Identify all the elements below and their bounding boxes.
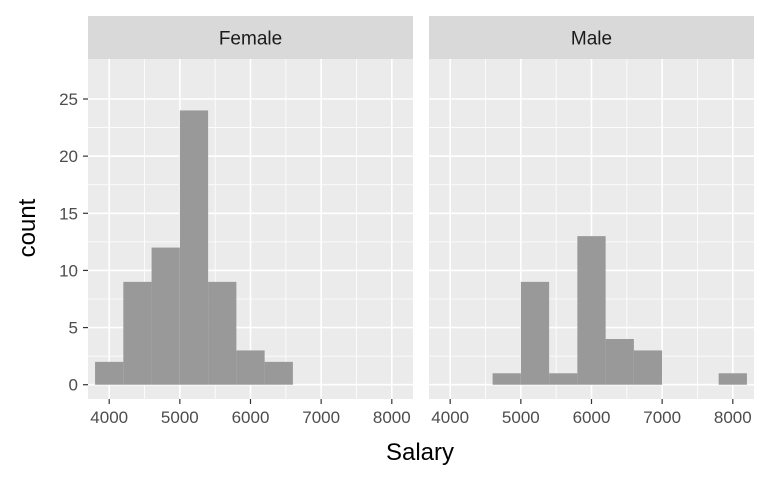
histogram-bar — [264, 361, 293, 385]
histogram-bar — [179, 110, 209, 385]
y-axis: 0 5 10 15 20 25 — [59, 90, 88, 395]
facet-strip — [88, 16, 413, 59]
y-tick-label: 20 — [59, 147, 78, 166]
x-tick-label: 6000 — [573, 408, 611, 427]
histogram-bar — [718, 373, 747, 385]
y-tick-label: 0 — [69, 376, 78, 395]
histogram-bar — [95, 361, 124, 385]
y-tick-label: 15 — [59, 204, 78, 223]
panels-layer: Female 4000 5000 6000 7000 8000 Male 4000 5000 60… — [88, 16, 754, 427]
facet-strip-label: Male — [571, 29, 612, 50]
y-tick-label: 10 — [59, 261, 78, 280]
facet-panel-female: Female 4000 5000 6000 7000 8000 — [88, 16, 413, 427]
y-tick-label: 5 — [69, 319, 78, 338]
y-tick-label: 25 — [59, 90, 78, 109]
facet-panel-male: Male 4000 5000 6000 7000 8000 — [429, 16, 754, 427]
facet-strip — [429, 16, 754, 59]
x-tick-label: 4000 — [431, 408, 469, 427]
histogram-bar — [577, 236, 606, 385]
y-axis-title: count — [14, 198, 41, 257]
histogram-bar — [123, 281, 152, 385]
x-tick-label: 5000 — [161, 408, 199, 427]
histogram-bar — [208, 281, 237, 385]
x-tick-label: 7000 — [302, 408, 340, 427]
histogram-bar — [236, 350, 265, 385]
histogram-bar — [605, 339, 634, 385]
histogram-bar — [633, 350, 663, 385]
x-tick-label: 7000 — [643, 408, 681, 427]
x-tick-label: 4000 — [90, 408, 128, 427]
histogram-bar — [549, 373, 578, 385]
x-axis-title: Salary — [386, 439, 454, 466]
x-tick-label: 8000 — [714, 408, 752, 427]
x-tick-label: 8000 — [373, 408, 411, 427]
histogram-bar — [492, 373, 521, 385]
histogram-bar — [520, 281, 550, 385]
x-tick-label: 5000 — [502, 408, 540, 427]
facet-strip-label: Female — [219, 29, 282, 50]
histogram-bar — [151, 247, 180, 385]
x-tick-label: 6000 — [232, 408, 270, 427]
